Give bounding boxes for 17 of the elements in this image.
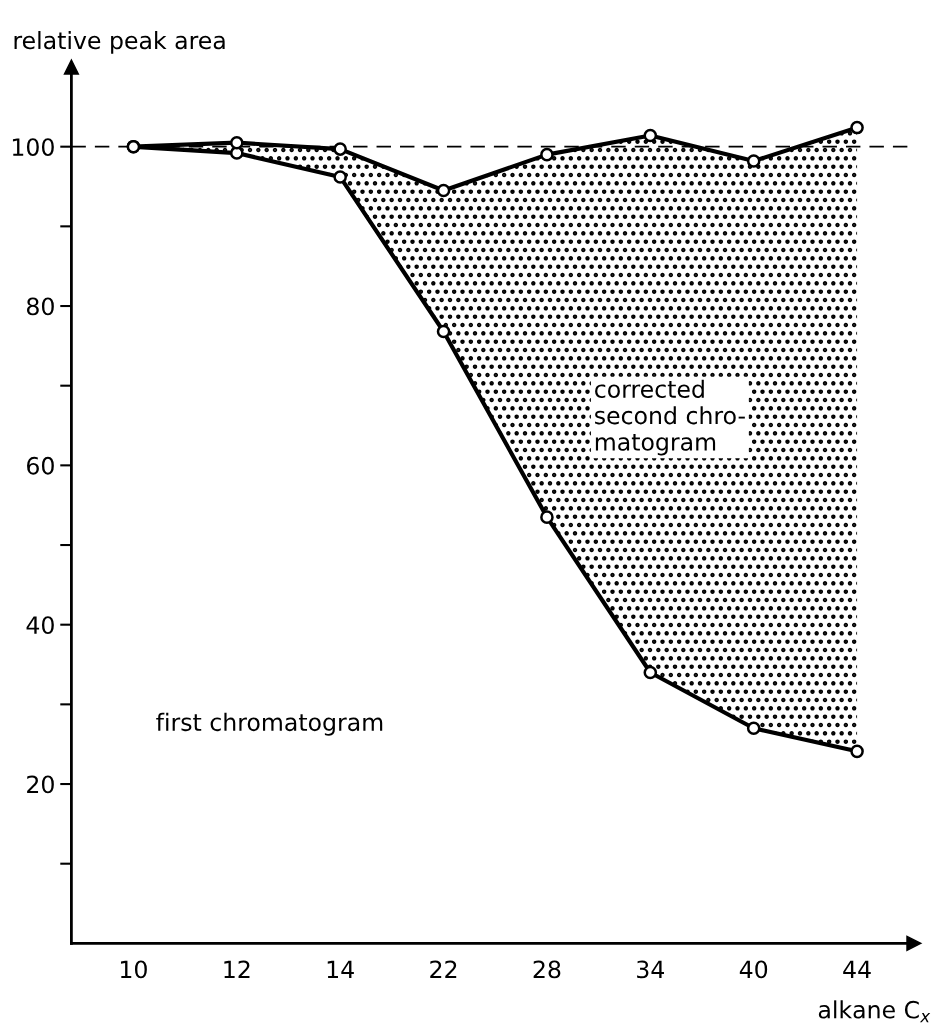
y-tick-label: 100 bbox=[12, 138, 54, 156]
x-tick-label: 22 bbox=[430, 960, 457, 978]
x-axis-title: alkane C$_{x}$ bbox=[818, 1000, 931, 1023]
x-tick-label: 34 bbox=[637, 960, 665, 979]
y-tick-label: 40 bbox=[26, 616, 54, 634]
x-tick-label: 28 bbox=[533, 960, 561, 979]
annotation: first chromatogram bbox=[156, 712, 383, 736]
y-axis-title: relative peak area bbox=[14, 31, 225, 54]
annotation: corrected second chro- matogram bbox=[595, 379, 745, 456]
x-tick-label: 12 bbox=[224, 960, 250, 978]
x-tick-label: 10 bbox=[121, 960, 147, 979]
y-tick-label: 60 bbox=[27, 456, 54, 475]
x-tick-label: 40 bbox=[739, 960, 768, 979]
y-tick-label: 20 bbox=[27, 775, 54, 794]
x-tick-label: 14 bbox=[327, 960, 354, 978]
y-tick-label: 80 bbox=[26, 297, 54, 316]
x-tick-label: 44 bbox=[843, 960, 871, 978]
